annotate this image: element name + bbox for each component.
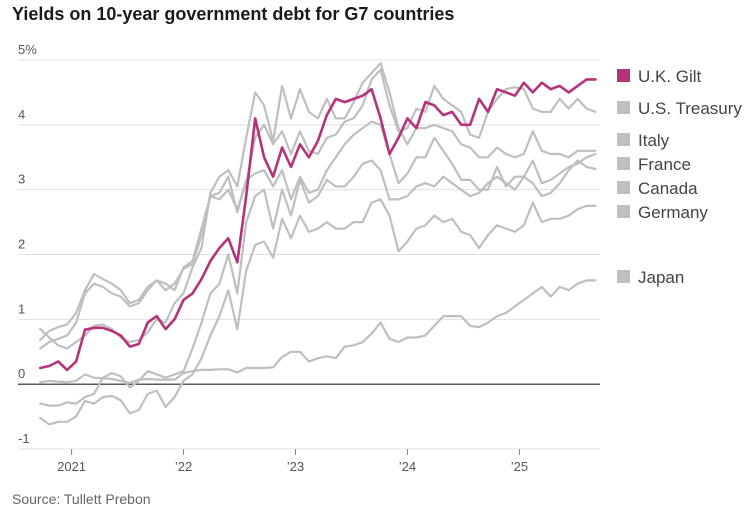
y-tick-label: 2 [18, 237, 25, 252]
legend-label: U.S. Treasury [638, 99, 742, 118]
source-note: Source: Tullett Prebon [12, 491, 151, 507]
legend-label: Japan [638, 268, 684, 287]
series-line-japan [39, 279, 597, 384]
series-line-u-k-gilt [38, 78, 597, 372]
legend: U.K. Gilt U.S. Treasury Italy France Canada G… [617, 67, 742, 287]
series-line-canada [39, 120, 597, 350]
legend-swatch [617, 133, 630, 146]
y-tick-label: 3 [18, 172, 25, 187]
legend-label: U.K. Gilt [638, 67, 702, 86]
x-tick-label: 2021 [57, 459, 86, 474]
legend-label: Germany [638, 203, 708, 222]
y-tick-label: 5% [18, 42, 37, 57]
x-tick-label: ’24 [399, 459, 416, 474]
legend-label: France [638, 155, 691, 174]
gridlines [18, 59, 600, 450]
y-tick-label: 1 [18, 301, 25, 316]
series-line-italy [39, 62, 597, 350]
legend-swatch [617, 181, 630, 194]
series-lines [38, 62, 597, 426]
y-tick-label: 0 [18, 366, 25, 381]
y-axis-ticks: -1 0 1 2 3 4 5% [18, 42, 37, 446]
chart-title: Yields on 10-year government debt for G7… [12, 4, 455, 24]
y-tick-label: -1 [18, 431, 30, 446]
legend-swatch [617, 205, 630, 218]
legend-label: Canada [638, 179, 698, 198]
y-tick-label: 4 [18, 107, 25, 122]
legend-label: Italy [638, 131, 670, 150]
x-tick-label: ’23 [287, 459, 304, 474]
x-tick-label: ’25 [511, 459, 528, 474]
x-tick-label: ’22 [175, 459, 192, 474]
series-line-france [39, 152, 597, 407]
legend-swatch [617, 270, 630, 283]
legend-swatch [617, 101, 630, 114]
x-axis-ticks: 2021 ’22 ’23 ’24 ’25 [57, 449, 528, 474]
series-line-germany [39, 198, 597, 426]
legend-swatch [617, 69, 630, 82]
legend-swatch [617, 157, 630, 170]
